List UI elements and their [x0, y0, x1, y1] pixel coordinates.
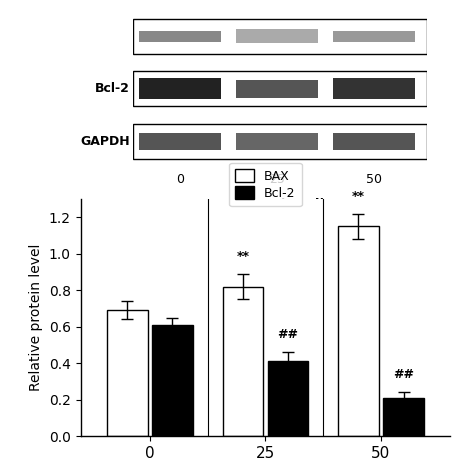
- Bar: [152, 325, 192, 436]
- Bar: [236, 80, 318, 98]
- Text: **: **: [237, 250, 249, 263]
- Bar: [138, 78, 221, 100]
- Bar: [138, 31, 221, 42]
- Bar: [133, 72, 427, 107]
- Bar: [107, 310, 147, 436]
- Bar: [333, 78, 415, 100]
- Bar: [133, 19, 427, 54]
- Text: Bcl-2: Bcl-2: [95, 82, 130, 95]
- Bar: [223, 287, 263, 436]
- Bar: [138, 133, 221, 150]
- Text: GLP5 (mg/l): GLP5 (mg/l): [234, 198, 326, 212]
- Text: ##: ##: [393, 368, 414, 382]
- Bar: [338, 227, 379, 436]
- Text: 25: 25: [269, 173, 285, 186]
- Bar: [268, 361, 308, 436]
- Text: 0: 0: [176, 173, 184, 186]
- Bar: [333, 31, 415, 42]
- Bar: [236, 29, 318, 43]
- Bar: [383, 398, 424, 436]
- Bar: [236, 133, 318, 150]
- Text: 50: 50: [366, 173, 382, 186]
- Legend: BAX, Bcl-2: BAX, Bcl-2: [229, 163, 302, 206]
- Text: **: **: [352, 190, 365, 203]
- Text: GAPDH: GAPDH: [80, 135, 130, 148]
- Y-axis label: Relative protein level: Relative protein level: [29, 244, 43, 391]
- Text: ##: ##: [277, 328, 299, 341]
- Bar: [333, 133, 415, 150]
- Bar: [133, 124, 427, 159]
